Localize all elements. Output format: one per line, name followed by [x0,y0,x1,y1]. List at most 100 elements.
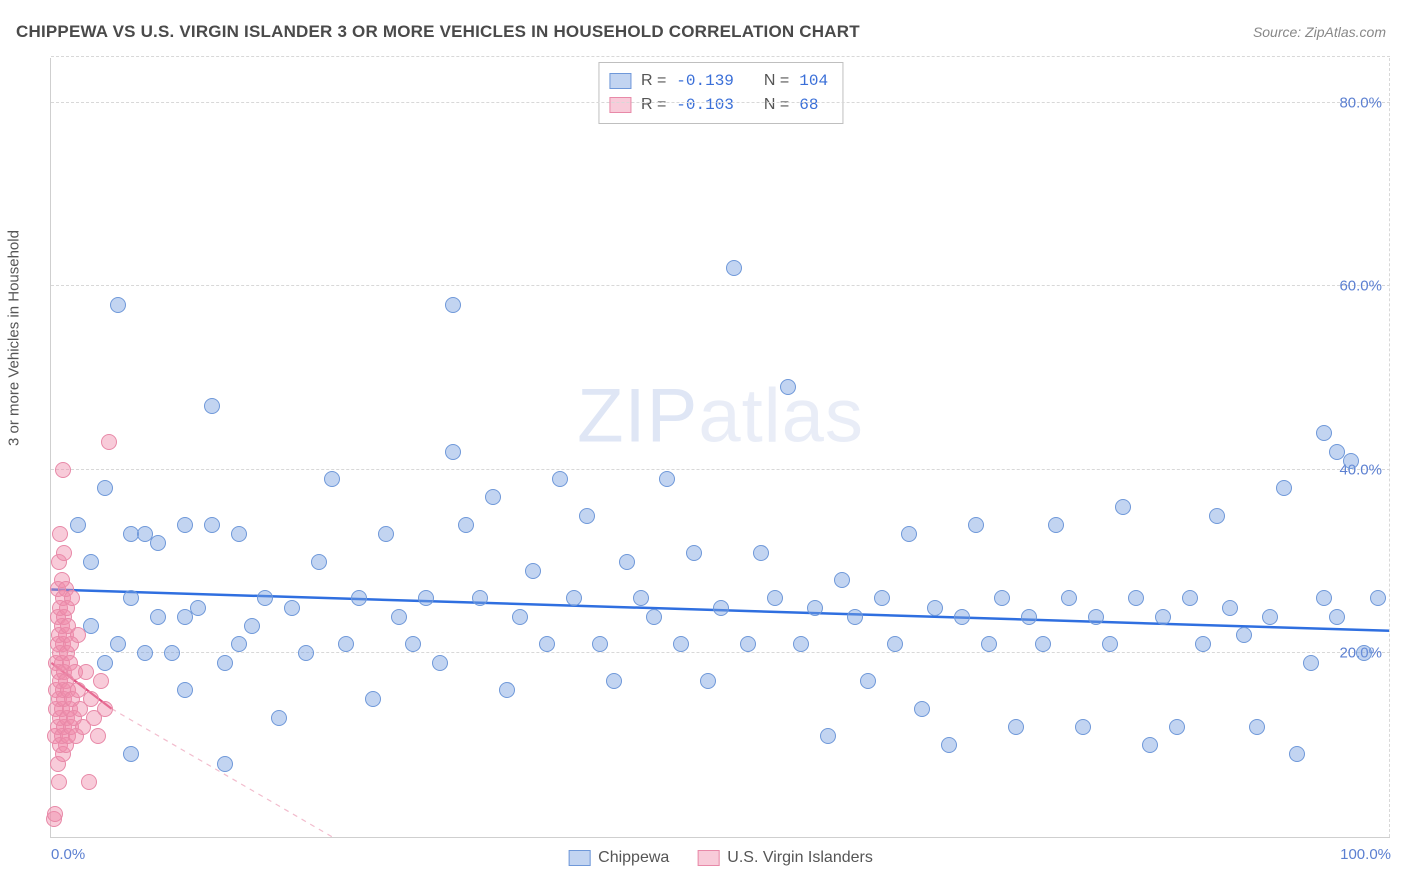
data-point [1236,627,1252,643]
data-point [405,636,421,652]
data-point [1169,719,1185,735]
data-point [284,600,300,616]
legend-swatch [609,73,631,89]
data-point [70,627,86,643]
plot-area: ZIPatlas R =-0.139N =104R =-0.103N = 68 … [50,58,1390,838]
data-point [1088,609,1104,625]
gridline [51,285,1390,286]
data-point [981,636,997,652]
data-point [525,563,541,579]
data-point [472,590,488,606]
data-point [914,701,930,717]
data-point [1316,590,1332,606]
chart-title: CHIPPEWA VS U.S. VIRGIN ISLANDER 3 OR MO… [16,22,860,42]
data-point [1222,600,1238,616]
data-point [633,590,649,606]
data-point [52,526,68,542]
data-point [566,590,582,606]
data-point [97,480,113,496]
data-point [78,664,94,680]
data-point [901,526,917,542]
data-point [1061,590,1077,606]
data-point [539,636,555,652]
correlation-legend: R =-0.139N =104R =-0.103N = 68 [598,62,843,124]
data-point [673,636,689,652]
data-point [83,618,99,634]
data-point [123,746,139,762]
data-point [123,590,139,606]
data-point [231,636,247,652]
data-point [1262,609,1278,625]
gridline [51,56,1390,57]
data-point [81,774,97,790]
data-point [177,517,193,533]
x-tick-label: 0.0% [51,846,85,863]
data-point [1249,719,1265,735]
data-point [1142,737,1158,753]
data-point [445,297,461,313]
data-point [874,590,890,606]
data-point [1209,508,1225,524]
data-point [365,691,381,707]
data-point [1316,425,1332,441]
legend-n-value: 68 [799,93,818,117]
data-point [1182,590,1198,606]
gridline [51,102,1390,103]
data-point [55,462,71,478]
data-point [860,673,876,689]
legend-series-label: U.S. Virgin Islanders [727,849,873,867]
data-point [1195,636,1211,652]
data-point [793,636,809,652]
data-point [217,756,233,772]
legend-swatch [568,850,590,866]
data-point [1370,590,1386,606]
data-point [927,600,943,616]
data-point [968,517,984,533]
data-point [1276,480,1292,496]
data-point [592,636,608,652]
data-point [244,618,260,634]
legend-row: R =-0.103N = 68 [609,93,828,117]
legend-r-value: -0.139 [676,69,734,93]
data-point [190,600,206,616]
data-point [311,554,327,570]
data-point [164,645,180,661]
data-point [257,590,273,606]
plot-right-border [1389,58,1390,837]
data-point [1102,636,1118,652]
data-point [1303,655,1319,671]
data-point [56,545,72,561]
data-point [204,398,220,414]
data-point [64,590,80,606]
data-point [351,590,367,606]
data-point [445,444,461,460]
data-point [713,600,729,616]
legend-r-value: -0.103 [676,93,734,117]
data-point [432,655,448,671]
data-point [1343,453,1359,469]
data-point [150,535,166,551]
data-point [97,701,113,717]
legend-item: Chippewa [568,849,669,867]
data-point [391,609,407,625]
y-tick-label: 60.0% [1339,278,1382,295]
y-axis-label: 3 or more Vehicles in Household [6,230,23,446]
data-point [579,508,595,524]
series-legend: Chippewa U.S. Virgin Islanders [568,849,873,867]
data-point [686,545,702,561]
data-point [204,517,220,533]
data-point [177,682,193,698]
legend-r-label: R = [641,93,666,117]
data-point [1128,590,1144,606]
data-point [807,600,823,616]
data-point [90,728,106,744]
data-point [51,774,67,790]
watermark: ZIPatlas [577,373,864,460]
legend-item: U.S. Virgin Islanders [697,849,873,867]
gridline [51,469,1390,470]
data-point [150,609,166,625]
data-point [512,609,528,625]
x-tick-label: 100.0% [1340,846,1391,863]
data-point [110,297,126,313]
data-point [137,645,153,661]
